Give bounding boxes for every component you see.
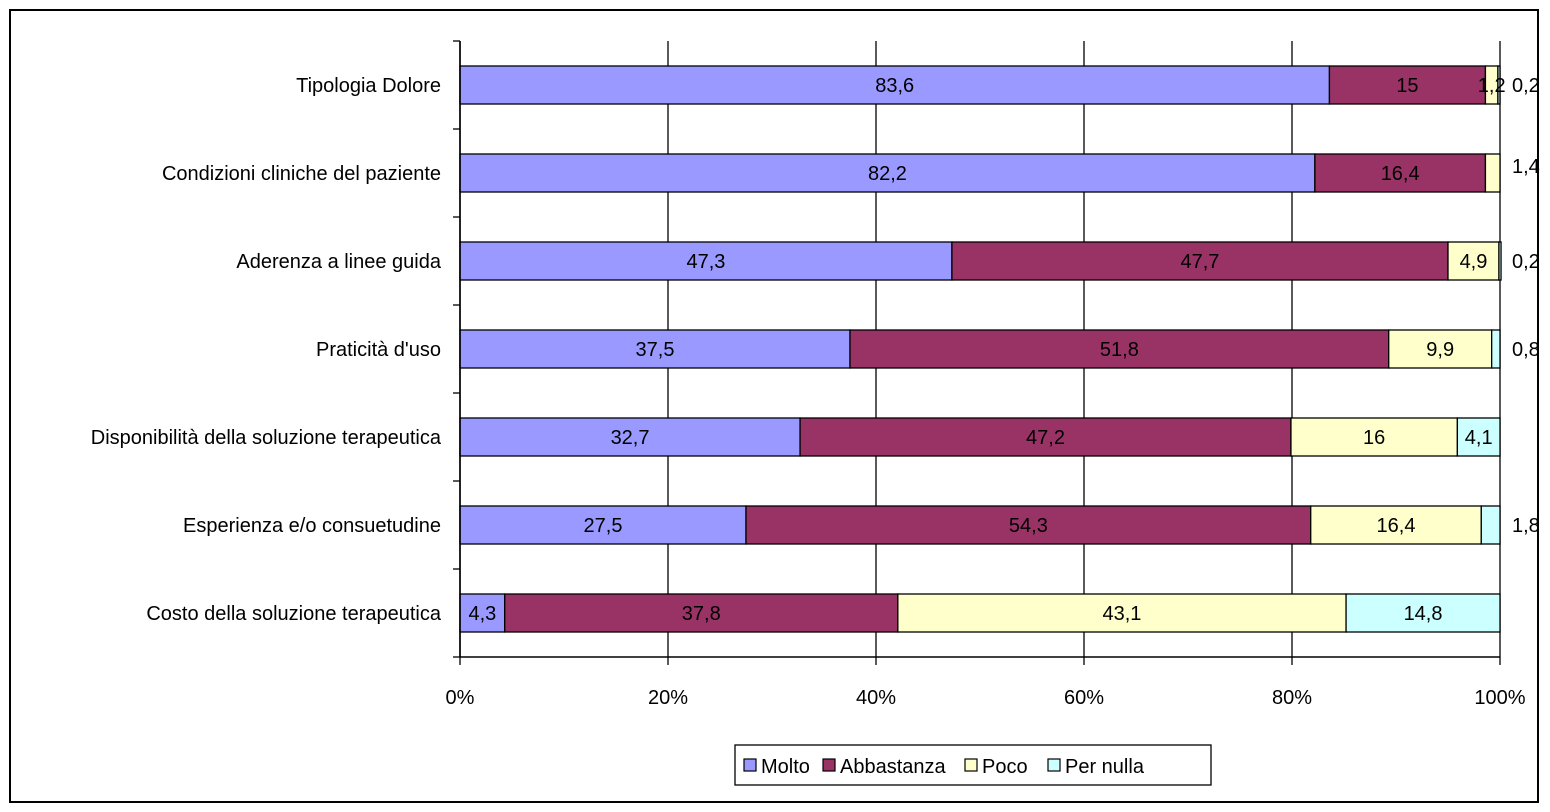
x-tick-label: 20%	[648, 687, 688, 709]
outside-data-label: 0,2	[1512, 75, 1540, 97]
outside-data-label: 1,8	[1512, 515, 1540, 537]
x-tick-label: 60%	[1064, 687, 1104, 709]
legend-label: Poco	[982, 756, 1028, 778]
legend-swatch-abbastanza	[822, 758, 836, 772]
legend-label: Per nulla	[1065, 756, 1145, 778]
legend-swatch-poco	[964, 758, 978, 772]
x-tick-label: 80%	[1272, 687, 1312, 709]
data-label: 4,1	[1465, 427, 1493, 449]
data-label: 16,4	[1381, 163, 1420, 185]
data-label: 43,1	[1102, 603, 1141, 625]
bar-segment-abbastanza	[951, 241, 1449, 281]
bar-segment-per-nulla	[1497, 65, 1501, 105]
x-tick-label: 100%	[1474, 687, 1525, 709]
data-label: 51,8	[1100, 339, 1139, 361]
data-label: 16,4	[1377, 515, 1416, 537]
data-label: 16	[1363, 427, 1385, 449]
category-label: Costo della soluzione terapeutica	[146, 603, 442, 625]
legend-swatch-molto	[743, 758, 757, 772]
bar-segment-poco	[1447, 241, 1500, 281]
bar-segment-per-nulla	[1480, 505, 1501, 545]
legend-swatch-per-nulla	[1047, 758, 1061, 772]
category-label: Esperienza e/o consuetudine	[183, 515, 441, 537]
bar-segment-abbastanza	[849, 329, 1390, 369]
data-label: 4,9	[1460, 251, 1488, 273]
stacked-bar-chart: 0% 20% 40% 60% 80% 100% Tipologia Dolore 83,6 1…	[91, 40, 1540, 786]
bar-segment-poco	[1484, 153, 1501, 193]
data-label: 15	[1396, 75, 1418, 97]
bar-segment-abbastanza	[504, 593, 899, 633]
data-label: 47,3	[686, 251, 725, 273]
bar-segment-abbastanza	[799, 417, 1292, 457]
bar-segment-abbastanza	[1314, 153, 1487, 193]
outside-data-label: 1,4	[1512, 156, 1540, 178]
bar-segment-poco	[1388, 329, 1493, 369]
bar-segment-per-nulla	[1498, 241, 1502, 281]
data-label: 37,8	[682, 603, 721, 625]
data-label: 9,9	[1426, 339, 1454, 361]
data-label: 37,5	[636, 339, 675, 361]
category-label: Tipologia Dolore	[296, 75, 441, 97]
data-label: 4,3	[468, 603, 496, 625]
x-tick-label: 0%	[446, 687, 475, 709]
chart-frame: 0% 20% 40% 60% 80% 100% Tipologia Dolore 83,6 1…	[9, 9, 1540, 803]
bar-segment-molto	[459, 65, 1331, 105]
bar-segment-molto	[459, 241, 953, 281]
data-label: 27,5	[584, 515, 623, 537]
outside-data-label: 0,2	[1512, 251, 1540, 273]
legend-label: Abbastanza	[840, 756, 947, 778]
category-label: Aderenza a linee guida	[236, 251, 441, 273]
category-label: Condizioni cliniche del paziente	[162, 163, 441, 185]
legend-label: Molto	[761, 756, 810, 778]
bar-segment-per-nulla	[1456, 417, 1501, 457]
outside-data-label: 0,8	[1512, 339, 1540, 361]
data-label: 47,7	[1180, 251, 1219, 273]
data-label: 83,6	[875, 75, 914, 97]
category-label: Praticità d'uso	[316, 339, 441, 361]
data-label: 14,8	[1404, 603, 1443, 625]
data-label: 32,7	[611, 427, 650, 449]
bar-segment-poco	[897, 593, 1347, 633]
bar-segment-poco	[1290, 417, 1459, 457]
data-label: 54,3	[1009, 515, 1048, 537]
bar-segment-per-nulla	[1491, 329, 1501, 369]
bar-segment-molto	[459, 329, 851, 369]
x-tick-label: 40%	[856, 687, 896, 709]
category-label: Disponibilità della soluzione terapeutic…	[91, 427, 442, 449]
bar-segment-abbastanza	[745, 505, 1312, 545]
data-label: 82,2	[868, 163, 907, 185]
data-label: 47,2	[1026, 427, 1065, 449]
data-label: 1,2	[1478, 75, 1506, 97]
bar-segment-per-nulla	[1345, 593, 1501, 633]
